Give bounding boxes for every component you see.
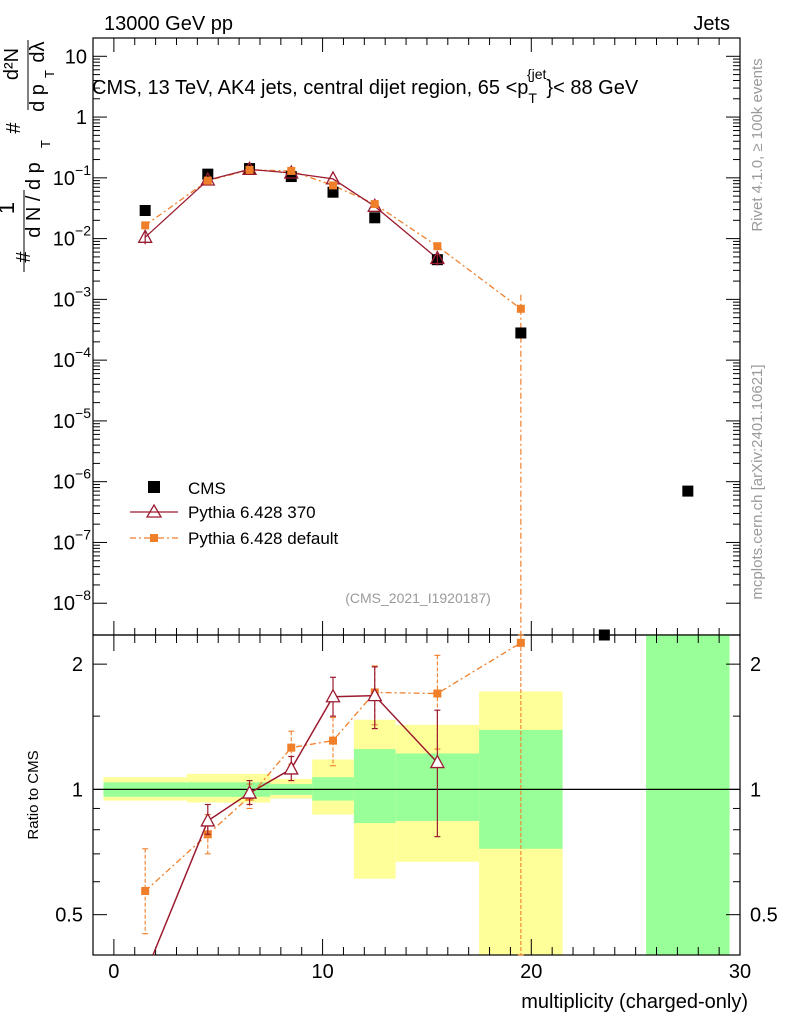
pythia-370-point: [429, 250, 445, 265]
main-y-tick-label: 10−3: [53, 283, 91, 311]
mcplots-reference: mcplots.cern.ch [arXiv:2401.10621]: [749, 364, 766, 599]
cms-point: [285, 171, 297, 183]
rivet-version: Rivet 4.1.0, ≥ 100k events: [749, 58, 766, 231]
header-right: Jets: [693, 13, 730, 35]
legend-pythia-default-label: Pythia 6.428 default: [188, 529, 339, 548]
x-tick-label: 30: [729, 961, 751, 983]
ratio-band-green: [353, 749, 396, 824]
ratio-y-tick-label: 0.5: [55, 905, 83, 927]
ylabel-dn-dpt: d N / d p: [23, 162, 45, 238]
ylabel-dlambda: dλ: [27, 41, 49, 62]
main-y-tick-label: 10−6: [53, 466, 91, 494]
ratio-y-axis-label: Ratio to CMS: [25, 750, 42, 839]
ratio-pythia-default-line: [144, 642, 522, 892]
ratio-y-tick-label-right: 1: [750, 779, 761, 801]
legend-pythia370-label: Pythia 6.428 370: [188, 503, 316, 522]
pythia-default-point: [287, 166, 296, 175]
header-left: 13000 GeV pp: [104, 13, 233, 35]
main-y-tick-label: 10−1: [53, 162, 91, 190]
ratio-pythia-default-point: [141, 886, 150, 895]
legend-cms-label: CMS: [188, 479, 226, 498]
ratio-pythia-370-point: [429, 754, 445, 769]
pythia-370-point: [137, 228, 153, 243]
ratio-pythia-default-point: [516, 638, 525, 647]
ylabel-t-sub: T: [38, 140, 53, 148]
ratio-panel: [92, 634, 741, 956]
x-tick-label: 20: [520, 961, 542, 983]
legend-pythia-default-marker: [150, 534, 158, 542]
cms-point: [327, 186, 339, 198]
pythia-default-point: [141, 221, 150, 230]
ylabel-hash-right: #: [3, 122, 25, 134]
ratio-pythia-370-point: [200, 812, 216, 827]
ylabel-dpt-right: d p: [27, 84, 49, 112]
pythia-default-point: [433, 242, 442, 251]
ratio-y-tick-label: 2: [72, 654, 83, 676]
analysis-id: (CMS_2021_I1920187): [345, 590, 491, 606]
ratio-pythia-default-point: [287, 743, 296, 752]
cms-point: [515, 327, 527, 339]
cms-point: [682, 485, 694, 497]
legend-pythia370-marker: [145, 503, 163, 518]
main-y-tick-label: 10−7: [53, 526, 91, 554]
ylabel-t-sub-right: T: [42, 70, 57, 78]
plot-title: CMS, 13 TeV, AK4 jets, central dijet reg…: [92, 66, 639, 106]
main-y-tick-label: 10−4: [53, 344, 91, 372]
x-tick-label: 10: [311, 961, 333, 983]
ratio-pythia-default-point: [329, 736, 338, 745]
ratio-y-tick-label-right: 2: [750, 654, 761, 676]
main-y-tick-label: 1: [76, 107, 87, 129]
ylabel-d2n: d²N: [1, 48, 23, 80]
ratio-y-tick-label-right: 0.5: [750, 905, 778, 927]
ratio-band-green: [646, 635, 730, 955]
main-y-tick-label: 10−8: [53, 587, 91, 615]
ratio-y-tick-label: 1: [72, 779, 83, 801]
ratio-pythia-370-point: [283, 760, 299, 775]
legend: CMS Pythia 6.428 370 Pythia 6.428 defaul…: [130, 479, 339, 548]
ratio-pythia-370-point: [241, 784, 258, 799]
pythia-370-line: [144, 168, 438, 260]
pythia-default-point: [370, 200, 379, 209]
main-y-tick-label: 10−5: [53, 405, 91, 433]
cms-point: [369, 212, 381, 224]
pythia-default-point: [329, 181, 338, 190]
ratio-pythia-default-point: [433, 689, 442, 698]
pythia-default-point: [203, 176, 212, 185]
ylabel-one: 1: [0, 202, 19, 214]
legend-cms-marker: [148, 481, 160, 493]
pythia-default-point: [516, 304, 525, 313]
cms-point: [139, 205, 151, 217]
x-axis-label: multiplicity (charged-only): [521, 991, 748, 1013]
pythia-default-point: [245, 165, 254, 174]
ratio-pythia-370-point: [325, 688, 341, 703]
main-y-tick-label: 10: [65, 46, 87, 68]
main-y-tick-label: 10−2: [53, 223, 91, 251]
x-tick-label: 0: [108, 961, 119, 983]
ratio-pythia-370-point: [367, 687, 383, 702]
